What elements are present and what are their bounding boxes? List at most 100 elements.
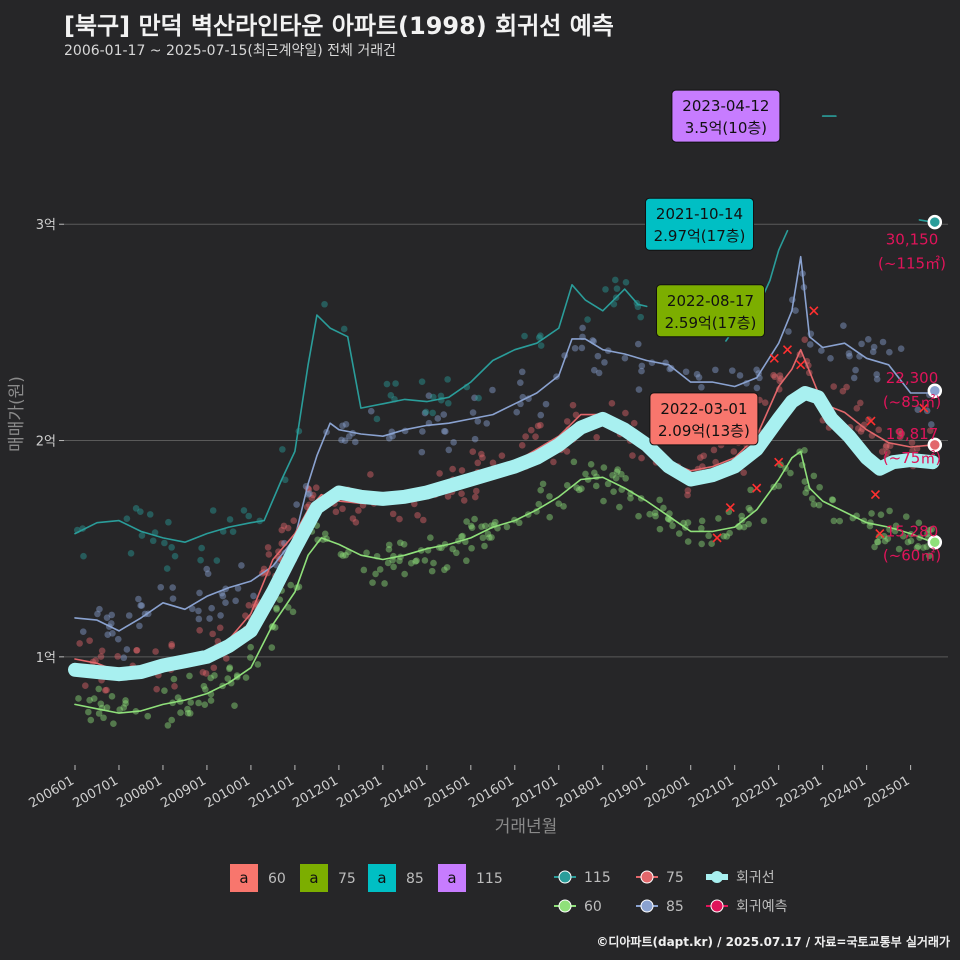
scatter-point bbox=[578, 344, 586, 352]
scatter-point bbox=[792, 307, 799, 314]
scatter-point bbox=[389, 510, 397, 518]
scatter-point bbox=[760, 517, 768, 525]
scatter-point bbox=[761, 399, 769, 406]
scatter-point bbox=[479, 534, 487, 542]
scatter-point bbox=[618, 470, 625, 478]
scatter-point bbox=[852, 366, 859, 374]
scatter-point bbox=[204, 570, 212, 577]
scatter-point bbox=[444, 493, 452, 500]
scatter-point bbox=[873, 371, 880, 378]
x-tick-label: 201301 bbox=[334, 773, 384, 811]
x-tick-label: 200601 bbox=[27, 773, 77, 811]
scatter-point bbox=[601, 359, 608, 366]
legend-label: 회귀예측 bbox=[736, 899, 788, 915]
scatter-point bbox=[233, 672, 241, 679]
scatter-point bbox=[881, 537, 889, 545]
scatter-point bbox=[137, 602, 144, 609]
series-line-s85 bbox=[74, 255, 934, 632]
scatter-point bbox=[635, 512, 642, 520]
scatter-point bbox=[600, 497, 607, 505]
scatter-point bbox=[207, 674, 214, 682]
annotation-value: 2.97억(17층) bbox=[654, 227, 746, 245]
scatter-point bbox=[429, 393, 437, 401]
legend-dot bbox=[640, 870, 654, 884]
scatter-point bbox=[168, 640, 175, 648]
legend-glyph: a bbox=[239, 869, 248, 887]
x-tick-label: 201601 bbox=[466, 773, 516, 811]
scatter-point bbox=[109, 630, 116, 637]
end-area-label: (~115㎡) bbox=[878, 254, 946, 272]
scatter-point bbox=[684, 519, 692, 526]
scatter-point bbox=[201, 701, 209, 708]
scatter-point bbox=[108, 611, 116, 619]
scatter-point bbox=[229, 528, 237, 535]
scatter-point bbox=[122, 700, 129, 707]
scatter-point bbox=[682, 368, 690, 376]
scatter-point bbox=[383, 380, 391, 388]
scatter-point bbox=[539, 480, 547, 488]
scatter-point bbox=[882, 443, 890, 451]
end-value-label: 30,150 bbox=[886, 230, 939, 248]
scatter-point bbox=[161, 539, 168, 547]
scatter-point bbox=[165, 518, 172, 526]
scatter-point bbox=[572, 411, 580, 419]
scatter-point bbox=[669, 522, 676, 530]
x-tick-label: 202401 bbox=[818, 773, 868, 811]
scatter-point bbox=[422, 408, 430, 416]
scatter-point bbox=[810, 472, 818, 480]
scatter-point bbox=[79, 628, 87, 635]
scatter-point bbox=[839, 387, 847, 395]
forecast-mark bbox=[769, 353, 779, 363]
scatter-point bbox=[776, 372, 784, 379]
scatter-point bbox=[537, 411, 545, 419]
annotation-date: 2023-04-12 bbox=[682, 97, 769, 115]
scatter-point bbox=[373, 415, 381, 423]
scatter-point bbox=[485, 534, 493, 541]
scatter-point bbox=[396, 557, 403, 565]
scatter-point bbox=[928, 421, 935, 428]
scatter-point bbox=[206, 615, 213, 622]
line-layer bbox=[68, 115, 940, 714]
x-tick-label: 201101 bbox=[246, 773, 296, 811]
x-tick-label: 202101 bbox=[686, 773, 736, 811]
scatter-point bbox=[478, 450, 485, 458]
scatter-point bbox=[400, 541, 408, 548]
scatter-point bbox=[200, 682, 208, 690]
scatter-point bbox=[442, 428, 449, 435]
legend-label: 60 bbox=[268, 871, 286, 887]
scatter-point bbox=[392, 380, 399, 387]
scatter-point bbox=[517, 379, 524, 386]
scatter-point bbox=[874, 538, 881, 546]
scatter-point bbox=[186, 672, 193, 680]
scatter-point bbox=[341, 437, 349, 444]
scatter-point bbox=[384, 559, 392, 567]
scatter-point bbox=[899, 532, 907, 540]
scatter-point bbox=[161, 687, 168, 694]
scatter-point bbox=[621, 354, 629, 362]
x-tick-label: 201901 bbox=[598, 773, 648, 811]
annotation-date: 2022-03-01 bbox=[660, 400, 747, 418]
scatter-point bbox=[469, 409, 477, 416]
scatter-point bbox=[468, 544, 475, 552]
scatter-point bbox=[217, 612, 224, 619]
scatter-point bbox=[468, 524, 476, 531]
scatter-point bbox=[926, 527, 933, 534]
scatter-point bbox=[873, 375, 881, 383]
scatter-point bbox=[736, 372, 744, 379]
scatter-point bbox=[189, 605, 196, 613]
scatter-point bbox=[441, 566, 448, 574]
scatter-point bbox=[864, 336, 872, 343]
scatter-point bbox=[103, 614, 111, 621]
annotation-value: 2.59억(17층) bbox=[665, 314, 757, 332]
end-label-layer: 30,150 (~115㎡) 22,300 (~85㎡) 19,817 (~75㎡) 15,… bbox=[878, 214, 946, 564]
x-tick-label: 202301 bbox=[774, 773, 824, 811]
scatter-point bbox=[488, 534, 495, 541]
scatter-point bbox=[612, 474, 620, 482]
scatter-point bbox=[372, 570, 379, 578]
scatter-point bbox=[76, 640, 83, 647]
scatter-point bbox=[622, 278, 630, 286]
scatter-point bbox=[234, 585, 242, 592]
scatter-point bbox=[578, 485, 585, 492]
scatter-point bbox=[152, 648, 159, 655]
scatter-point bbox=[471, 493, 479, 501]
